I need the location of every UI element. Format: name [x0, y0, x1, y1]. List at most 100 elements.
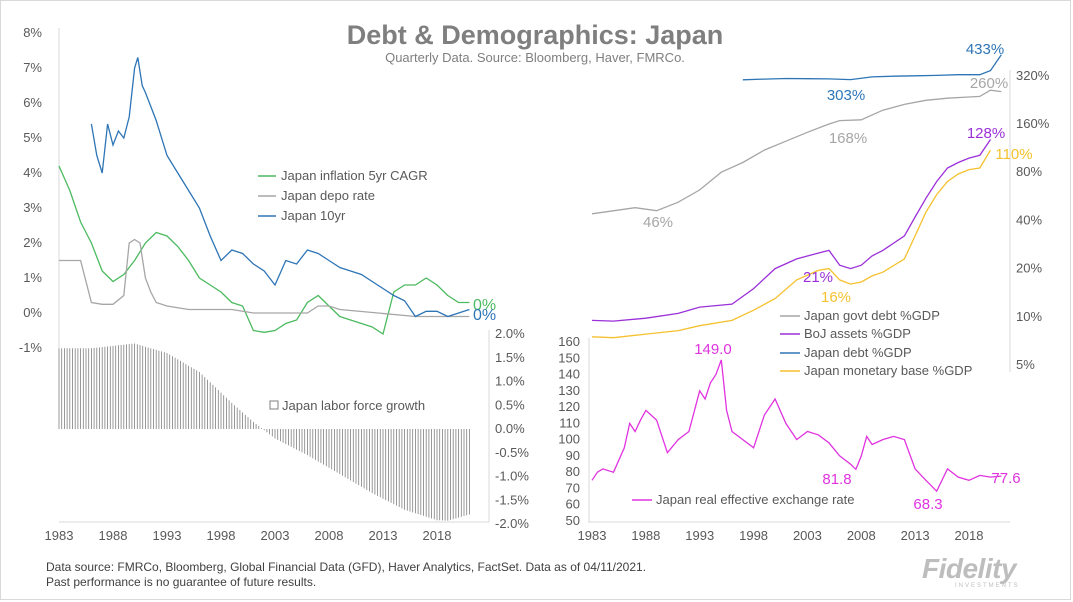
- rates-legend-label: Japan 10yr: [281, 208, 346, 223]
- rates-y-tick-label: 2%: [23, 235, 42, 250]
- left-x-tick-label: 1988: [99, 528, 128, 543]
- right-x-tick-label: 2013: [901, 528, 930, 543]
- debt-annotation: 303%: [827, 87, 865, 104]
- debt-annotation: 128%: [967, 125, 1005, 142]
- fx-y-tick-label: 160: [558, 334, 580, 349]
- rates-y-tick-label: 3%: [23, 200, 42, 215]
- debt-legend-label: Japan govt debt %GDP: [804, 308, 940, 323]
- rates-y-tick-label: 7%: [23, 60, 42, 75]
- debt-y-tick-label: 40%: [1016, 212, 1042, 227]
- debt-annotation: 46%: [643, 214, 673, 231]
- debt-series-line: [591, 139, 992, 322]
- debt-legend-label: BoJ assets %GDP: [804, 326, 911, 341]
- fx-series-line: [591, 359, 1002, 493]
- rates-series-line: [58, 165, 470, 336]
- fx-y-tick-label: 70: [566, 480, 580, 495]
- debt-annotation: 21%: [803, 269, 833, 286]
- fx-annotation: 68.3: [913, 496, 942, 513]
- debt-annotation: 110%: [995, 146, 1032, 163]
- left-x-tick-label: 2018: [423, 528, 452, 543]
- debt-y-tick-label: 5%: [1016, 357, 1035, 372]
- rates-y-tick-label: 6%: [23, 95, 42, 110]
- debt-y-tick-label: 10%: [1016, 309, 1042, 324]
- labor-y-tick-label: 2.0%: [495, 326, 525, 341]
- fx-y-tick-label: 80: [566, 464, 580, 479]
- footer-disclaimer: Past performance is no guarantee of futu…: [46, 575, 317, 589]
- rates-panel: -1% 0% 1% 2% 3% 4% 5% 6% 7% 8% Japan inflation 5yr…: [19, 25, 496, 355]
- fx-y-tick-label: 50: [566, 513, 580, 528]
- debt-y-tick-label: 320%: [1016, 68, 1050, 83]
- fidelity-logo-subtext: INVESTMENTS: [955, 583, 1020, 589]
- labor-y-tick-label: -1.5%: [495, 492, 529, 507]
- debt-panel: 5% 10% 20% 40% 80% 160% 320% 433% 260% 303% 168% 46…: [591, 41, 1050, 378]
- rates-end-label-inflation: 0%: [473, 297, 496, 314]
- labor-y-tick-label: 0.0%: [495, 421, 525, 436]
- right-x-tick-label: 1998: [739, 528, 768, 543]
- fx-y-tick-label: 120: [558, 399, 580, 414]
- fx-annotation: 81.8: [822, 471, 851, 488]
- rates-y-tick-label: 5%: [23, 130, 42, 145]
- labor-y-tick-label: -2.0%: [495, 516, 529, 531]
- debt-y-tick-label: 160%: [1016, 116, 1050, 131]
- chart-subtitle: Quarterly Data. Source: Bloomberg, Haver…: [385, 50, 685, 65]
- labor-y-tick-label: -0.5%: [495, 445, 529, 460]
- labor-legend-label: Japan labor force growth: [282, 398, 425, 413]
- fx-annotation: 149.0: [694, 341, 732, 358]
- debt-annotation: 16%: [821, 289, 851, 306]
- left-x-tick-label: 1998: [207, 528, 236, 543]
- left-x-tick-label: 2008: [315, 528, 344, 543]
- rates-y-tick-label: 4%: [23, 165, 42, 180]
- labor-y-tick-label: 1.5%: [495, 350, 525, 365]
- debt-annotation: 433%: [966, 41, 1004, 58]
- debt-annotation: 168%: [829, 130, 867, 147]
- debt-y-tick-label: 20%: [1016, 261, 1042, 276]
- rates-series-line: [59, 238, 470, 318]
- rates-series-line: [90, 57, 470, 318]
- rates-legend-label: Japan depo rate: [281, 188, 375, 203]
- rates-legend-label: Japan inflation 5yr CAGR: [281, 168, 428, 183]
- fx-legend-label: Japan real effective exchange rate: [656, 492, 855, 507]
- labor-y-tick-label: 0.5%: [495, 397, 525, 412]
- footer-source: Data source: FMRCo, Bloomberg, Global Fi…: [46, 560, 647, 574]
- debt-series-line: [742, 54, 1002, 81]
- left-x-tick-label: 2003: [261, 528, 290, 543]
- left-x-tick-label: 1993: [153, 528, 182, 543]
- debt-y-tick-label: 80%: [1016, 164, 1042, 179]
- debt-annotation: 260%: [970, 75, 1008, 92]
- rates-y-tick-label: -1%: [19, 340, 43, 355]
- fx-y-tick-label: 130: [558, 383, 580, 398]
- left-x-tick-label: 1983: [45, 528, 74, 543]
- right-x-tick-label: 2003: [793, 528, 822, 543]
- labor-y-tick-label: -1.0%: [495, 469, 529, 484]
- left-x-tick-label: 2013: [369, 528, 398, 543]
- fx-y-tick-label: 100: [558, 432, 580, 447]
- fidelity-logo: Fidelity: [922, 553, 1017, 584]
- debt-legend-label: Japan debt %GDP: [804, 345, 912, 360]
- debt-series-line: [591, 149, 992, 339]
- fx-y-tick-label: 90: [566, 448, 580, 463]
- x-axes: 1983 1988 1993 1998 2003 2008 2013 2018 1983 1988…: [45, 521, 1010, 543]
- rates-end-label-10yr: 0%: [473, 307, 496, 324]
- rates-y-tick-label: 1%: [23, 270, 42, 285]
- fx-y-tick-label: 150: [558, 350, 580, 365]
- right-x-tick-label: 1993: [685, 528, 714, 543]
- fx-y-tick-label: 60: [566, 497, 580, 512]
- labor-legend-swatch: [269, 400, 279, 410]
- debt-series-line: [591, 89, 1002, 215]
- rates-y-tick-label: 8%: [23, 25, 42, 40]
- right-x-tick-label: 1983: [578, 528, 607, 543]
- debt-legend-label: Japan monetary base %GDP: [804, 363, 972, 378]
- chart-title: Debt & Demographics: Japan: [347, 20, 724, 50]
- right-x-tick-label: 1988: [631, 528, 660, 543]
- fx-y-tick-label: 110: [559, 415, 580, 430]
- right-x-tick-label: 2018: [955, 528, 984, 543]
- fx-annotation: 77.6: [991, 470, 1020, 487]
- fx-y-tick-label: 140: [558, 367, 580, 382]
- labor-y-tick-label: 1.0%: [495, 374, 525, 389]
- labor-panel: 2.0% 1.5% 1.0% 0.5% 0.0% -0.5% -1.0% -1.5% -2.0%…: [58, 326, 529, 531]
- rates-y-tick-label: 0%: [23, 305, 42, 320]
- right-x-tick-label: 2008: [847, 528, 876, 543]
